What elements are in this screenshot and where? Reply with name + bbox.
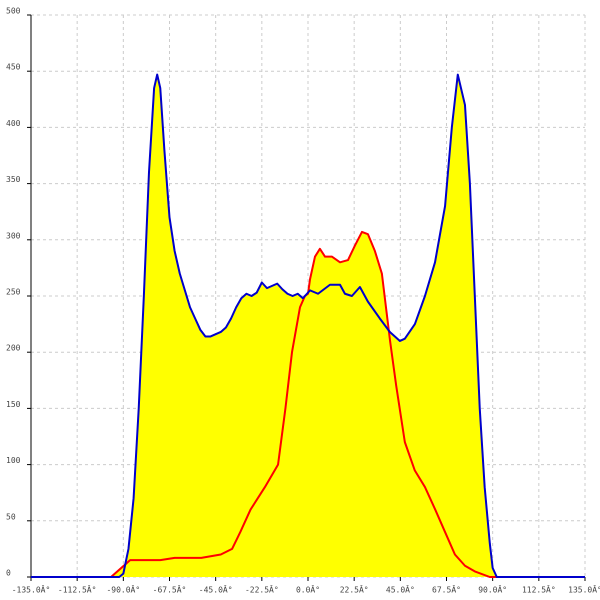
y-tick-label: 450 [6, 63, 21, 72]
y-tick-label: 500 [6, 7, 21, 16]
y-tick-label: 50 [6, 512, 16, 521]
x-tick-label: -22.5Â° [245, 584, 279, 595]
x-tick-label: 112.5Â° [522, 584, 556, 595]
y-tick-label: 250 [6, 288, 21, 297]
y-tick-label: 0 [6, 569, 11, 578]
line [31, 230, 585, 578]
x-tick-label: 67.5Â° [432, 584, 461, 595]
x-tick-label: 135.0Â° [568, 584, 600, 595]
line [31, 73, 585, 578]
y-tick-label: 350 [6, 175, 21, 184]
x-tick-label: -90.0Â° [106, 584, 140, 595]
x-tick-label: 90.0Â° [478, 584, 507, 595]
y-tick-label: 200 [6, 344, 21, 353]
x-tick-label: 45.0Â° [386, 584, 415, 595]
x-tick-label: 0.0Â° [296, 584, 320, 595]
y-tick-label: 300 [6, 231, 21, 240]
y-tick-label: 150 [6, 400, 21, 409]
y-tick-label: 100 [6, 456, 21, 465]
y-tick-label: 400 [6, 119, 21, 128]
x-tick-label: 22.5Â° [340, 584, 369, 595]
x-tick-label: -67.5Â° [153, 584, 187, 595]
x-tick-label: -112.5Â° [58, 584, 97, 595]
x-tick-label: -135.0Â° [12, 584, 51, 595]
x-tick-label: -45.0Â° [199, 584, 233, 595]
